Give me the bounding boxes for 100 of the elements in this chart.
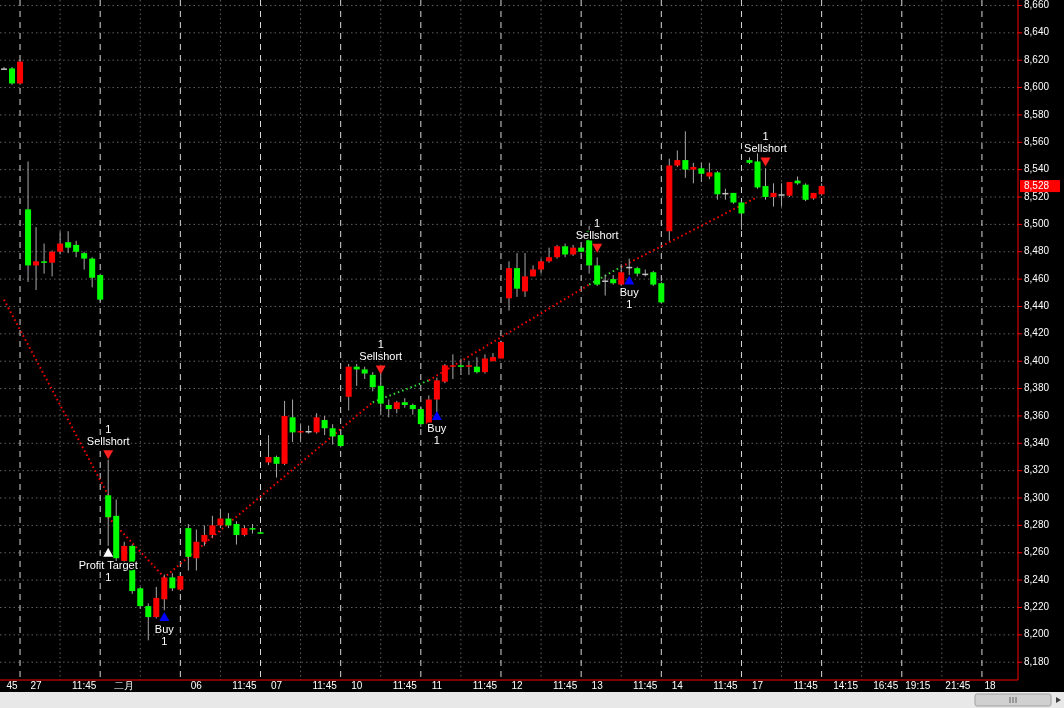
candlestick xyxy=(770,182,777,208)
y-tick-label: 8,640 xyxy=(1024,26,1050,38)
x-tick-label: 14:15 xyxy=(833,679,859,691)
candlestick xyxy=(209,515,216,539)
candlestick xyxy=(514,252,521,298)
candlestick xyxy=(369,371,376,392)
y-tick-label: 8,660 xyxy=(1024,0,1050,11)
candlestick xyxy=(682,130,689,179)
candlestick xyxy=(57,230,64,255)
x-tick-label: 27 xyxy=(30,679,43,691)
x-tick-label: 14 xyxy=(671,679,684,691)
y-tick-label: 8,520 xyxy=(1024,190,1050,202)
y-tick-label: 8,240 xyxy=(1024,573,1050,585)
x-tick-label: 二月 xyxy=(114,679,135,691)
candlestick xyxy=(73,240,80,258)
candlestick xyxy=(778,182,785,208)
x-tick-label: 11:45 xyxy=(552,679,578,691)
y-tick-label: 8,200 xyxy=(1024,628,1050,640)
x-tick-label: 11:45 xyxy=(72,679,97,691)
candlestick xyxy=(193,529,200,572)
point xyxy=(760,157,771,167)
candlestick xyxy=(17,59,24,86)
point xyxy=(431,410,442,420)
y-tick-label: 8,580 xyxy=(1024,108,1050,120)
y-tick-label: 8,480 xyxy=(1024,245,1050,257)
x-tick-label: 11:45 xyxy=(713,679,738,691)
x-tick-label: 21:45 xyxy=(945,679,971,691)
annotation: Sellshort xyxy=(744,142,787,155)
annotation: Sellshort xyxy=(359,350,403,363)
annotation: 1 xyxy=(594,216,601,229)
x-tick-label: 11:45 xyxy=(232,679,258,691)
x-tick-label: 11:45 xyxy=(793,679,819,691)
x-tick-label: 16:45 xyxy=(873,679,899,691)
y-tick-label: 8,560 xyxy=(1024,135,1050,147)
y-tick-label: 8,540 xyxy=(1024,163,1050,175)
candlestick xyxy=(41,243,48,275)
y-tick-label: 8,620 xyxy=(1024,53,1050,65)
annotation: 1 xyxy=(433,433,440,446)
candlestick xyxy=(89,256,96,288)
annotation: 1 xyxy=(762,130,769,143)
x-tick-label: 18 xyxy=(984,679,996,691)
candlestick xyxy=(33,226,40,291)
y-tick-label: 8,180 xyxy=(1024,655,1050,667)
candlestick xyxy=(65,230,72,254)
candlestick xyxy=(690,162,697,184)
y-tick-label: 8,340 xyxy=(1024,436,1050,448)
x-tick-label: 06 xyxy=(190,679,203,691)
point xyxy=(103,547,114,557)
candlestick xyxy=(522,252,529,298)
y-tick-label: 8,400 xyxy=(1024,354,1050,366)
candlestick xyxy=(473,356,480,375)
candlestick xyxy=(265,434,272,466)
point xyxy=(592,243,603,253)
x-tick-label: 19:15 xyxy=(905,679,931,691)
y-tick-label: 8,360 xyxy=(1024,409,1050,421)
candlestick xyxy=(313,412,320,435)
x-tick-label: 07 xyxy=(270,679,283,691)
y-tick-label: 8,300 xyxy=(1024,491,1050,503)
candlestick xyxy=(457,357,464,376)
candlestick xyxy=(738,200,745,231)
x-tick-label: 45 xyxy=(6,679,19,691)
y-tick-label: 8,280 xyxy=(1024,519,1050,531)
candlestick xyxy=(465,360,472,376)
candlestick xyxy=(321,415,328,436)
x-tick-label: 13 xyxy=(591,679,604,691)
x-tick-label: 11:45 xyxy=(633,679,658,691)
candlestick xyxy=(233,520,240,546)
candlestick xyxy=(762,167,769,201)
y-tick-label: 8,260 xyxy=(1024,546,1050,558)
annotation: Buy xyxy=(619,286,640,299)
annotation: Buy xyxy=(154,622,175,635)
candlestick xyxy=(329,423,336,446)
x-tick-label: 11:45 xyxy=(392,679,418,691)
candlestick xyxy=(481,353,488,375)
candlestick xyxy=(49,249,56,277)
x-tick-label: 10 xyxy=(351,679,363,691)
candlestick xyxy=(489,352,496,362)
candlestick xyxy=(594,256,601,287)
y-tick-label: 8,420 xyxy=(1024,327,1050,339)
point xyxy=(375,365,386,375)
candlestick xyxy=(658,281,665,305)
x-tick-label: 11:45 xyxy=(472,679,498,691)
annotation: 1 xyxy=(105,423,112,436)
y-tick-label: 8,460 xyxy=(1024,272,1050,284)
candlestick xyxy=(698,162,705,183)
text: 8,528 xyxy=(1024,179,1050,191)
candlestick xyxy=(273,455,280,479)
candlestick xyxy=(289,399,296,443)
candlestick xyxy=(546,247,553,264)
candlestick xyxy=(153,586,160,619)
annotation: 1 xyxy=(626,298,633,311)
y-tick-label: 8,220 xyxy=(1024,601,1050,613)
x-tick-label: 12 xyxy=(511,679,524,691)
annotation: Sellshort xyxy=(86,435,130,448)
annotation: Buy xyxy=(427,421,447,434)
x-tick-label: 11 xyxy=(431,679,443,691)
x-tick-label: 17 xyxy=(751,679,764,691)
candlestick xyxy=(602,274,609,297)
y-tick-label: 8,380 xyxy=(1024,382,1050,394)
candlestick xyxy=(105,459,112,547)
